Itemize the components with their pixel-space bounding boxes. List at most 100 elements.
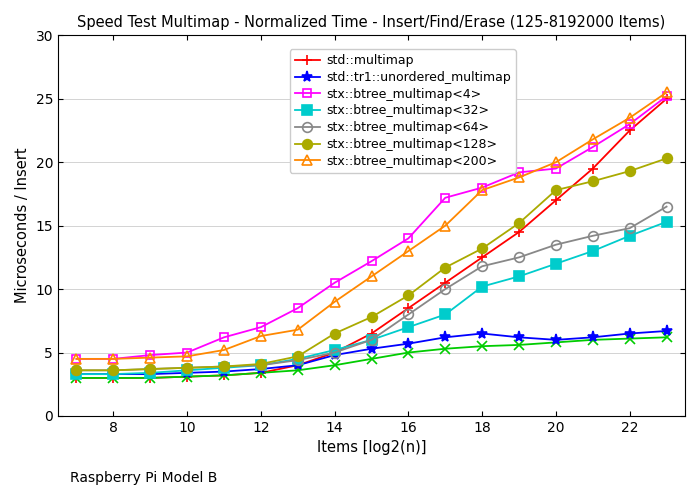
stx::btree_multimap<200> — [662, 90, 671, 96]
std::multimap — [552, 197, 560, 203]
stx::btree_multimap<32> — [257, 362, 265, 368]
stx::btree_multimap<64> — [514, 254, 523, 260]
stx::btree_multimap<128> — [404, 293, 412, 298]
std::tr1::unordered_multimap — [257, 366, 265, 372]
stx::btree_multimap<32> — [109, 371, 118, 377]
stx::btree_multimap<4> — [478, 185, 486, 191]
Line: stx::btree_multimap<200>: stx::btree_multimap<200> — [71, 88, 671, 364]
stx::btree_multimap<128> — [330, 331, 339, 337]
Y-axis label: Microseconds / Insert: Microseconds / Insert — [15, 148, 30, 303]
stx::btree_multimap<128> — [257, 361, 265, 367]
std::tr1::unordered_multimap — [72, 371, 80, 377]
stx::btree_multimap<64> — [552, 242, 560, 247]
stx::btree_multimap<32> — [72, 371, 80, 377]
std::multimap — [441, 280, 449, 286]
Line: stx::btree_multimap<128>: stx::btree_multimap<128> — [71, 153, 671, 375]
stx::btree_multimap<128> — [72, 368, 80, 373]
std::multimap — [330, 349, 339, 355]
stx::btree_multimap<4> — [404, 235, 412, 241]
std::multimap — [183, 374, 191, 380]
stx::btree_multimap<200> — [293, 327, 302, 333]
stx::btree_multimap<4> — [72, 356, 80, 362]
Line: stx::btree_multimap<64>: stx::btree_multimap<64> — [71, 202, 671, 375]
stx::btree_multimap<64> — [220, 364, 228, 369]
std::tr1::unordered_multimap — [146, 371, 155, 377]
stx::btree_multimap<32> — [404, 324, 412, 330]
std::multimap — [293, 362, 302, 368]
stx::btree_multimap<4> — [183, 349, 191, 355]
std::tr1::unordered_multimap — [109, 371, 118, 377]
std::multimap — [368, 331, 376, 337]
stx::btree_multimap<4> — [220, 334, 228, 340]
stx::btree_multimap<200> — [404, 248, 412, 254]
stx::btree_multimap<4> — [514, 170, 523, 175]
stx::btree_multimap<200> — [330, 299, 339, 305]
stx::btree_multimap<32> — [330, 347, 339, 353]
std::multimap — [478, 254, 486, 260]
stx::btree_multimap<128> — [109, 368, 118, 373]
stx::btree_multimap<4> — [626, 121, 634, 127]
stx::btree_multimap<64> — [441, 286, 449, 292]
stx::btree_multimap<200> — [589, 136, 597, 142]
stx::btree_multimap<200> — [183, 353, 191, 359]
stx::btree_multimap<4> — [146, 352, 155, 358]
Text: Raspberry Pi Model B: Raspberry Pi Model B — [70, 471, 218, 485]
std::tr1::unordered_multimap — [589, 334, 597, 340]
std::multimap — [662, 96, 671, 102]
stx::btree_multimap<128> — [146, 366, 155, 372]
X-axis label: Items [log2(n)]: Items [log2(n)] — [317, 441, 426, 455]
stx::btree_multimap<128> — [514, 220, 523, 226]
stx::btree_multimap<64> — [293, 357, 302, 363]
std::tr1::unordered_multimap — [514, 334, 523, 340]
stx::btree_multimap<64> — [662, 204, 671, 210]
stx::btree_multimap<200> — [514, 174, 523, 180]
stx::btree_multimap<32> — [552, 261, 560, 267]
std::tr1::unordered_multimap — [662, 328, 671, 334]
std::multimap — [72, 375, 80, 381]
Line: stx::btree_multimap<32>: stx::btree_multimap<32> — [71, 217, 671, 379]
stx::btree_multimap<128> — [478, 245, 486, 251]
stx::btree_multimap<32> — [662, 219, 671, 225]
stx::btree_multimap<4> — [293, 305, 302, 311]
std::multimap — [220, 372, 228, 378]
std::multimap — [626, 127, 634, 133]
stx::btree_multimap<32> — [368, 337, 376, 343]
stx::btree_multimap<128> — [441, 265, 449, 270]
stx::btree_multimap<200> — [368, 273, 376, 279]
std::multimap — [589, 166, 597, 171]
stx::btree_multimap<128> — [626, 168, 634, 174]
std::tr1::unordered_multimap — [183, 370, 191, 376]
stx::btree_multimap<4> — [662, 93, 671, 99]
stx::btree_multimap<32> — [626, 233, 634, 239]
stx::btree_multimap<200> — [626, 115, 634, 121]
stx::btree_multimap<4> — [589, 144, 597, 150]
stx::btree_multimap<200> — [441, 223, 449, 229]
std::tr1::unordered_multimap — [552, 337, 560, 343]
stx::btree_multimap<64> — [257, 362, 265, 368]
stx::btree_multimap<4> — [257, 324, 265, 330]
stx::btree_multimap<200> — [257, 333, 265, 339]
std::multimap — [404, 305, 412, 311]
std::tr1::unordered_multimap — [220, 368, 228, 374]
stx::btree_multimap<64> — [330, 349, 339, 355]
stx::btree_multimap<32> — [220, 365, 228, 371]
stx::btree_multimap<32> — [146, 370, 155, 376]
stx::btree_multimap<64> — [589, 233, 597, 239]
stx::btree_multimap<32> — [293, 356, 302, 362]
stx::btree_multimap<128> — [293, 353, 302, 359]
stx::btree_multimap<200> — [478, 187, 486, 193]
stx::btree_multimap<128> — [183, 365, 191, 371]
stx::btree_multimap<200> — [109, 356, 118, 362]
std::tr1::unordered_multimap — [404, 341, 412, 346]
stx::btree_multimap<4> — [552, 166, 560, 171]
stx::btree_multimap<4> — [109, 356, 118, 362]
std::multimap — [514, 229, 523, 235]
stx::btree_multimap<32> — [183, 368, 191, 373]
stx::btree_multimap<32> — [589, 248, 597, 254]
stx::btree_multimap<128> — [368, 314, 376, 320]
stx::btree_multimap<4> — [441, 195, 449, 201]
std::tr1::unordered_multimap — [330, 352, 339, 358]
stx::btree_multimap<64> — [478, 263, 486, 269]
stx::btree_multimap<4> — [368, 258, 376, 264]
stx::btree_multimap<64> — [404, 312, 412, 318]
